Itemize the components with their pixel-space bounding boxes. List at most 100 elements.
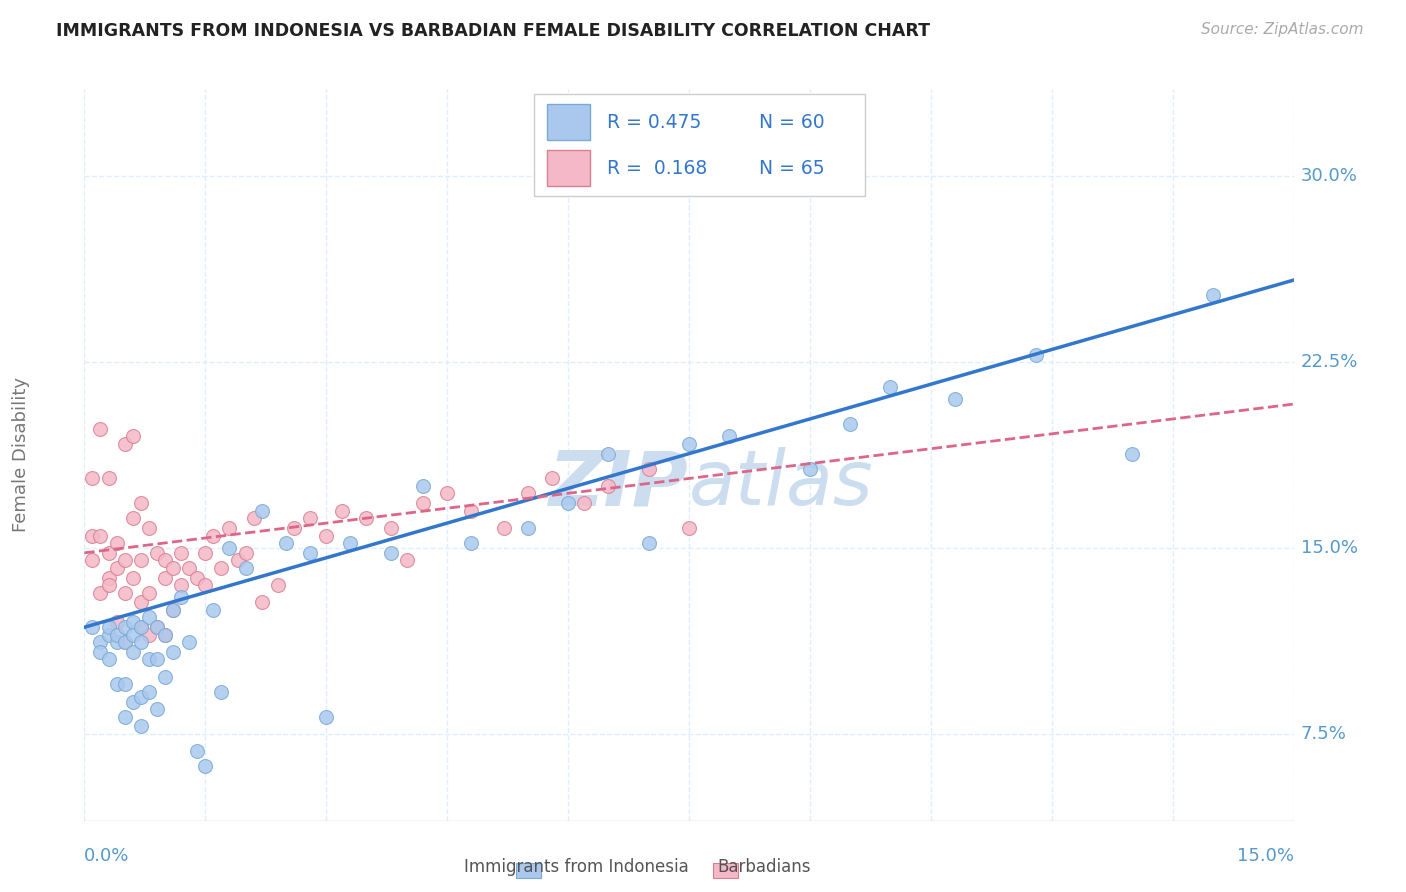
Text: 22.5%: 22.5% <box>1301 353 1358 371</box>
Point <box>114 709 136 723</box>
Point <box>541 471 564 485</box>
Point <box>129 719 152 733</box>
Point <box>380 521 402 535</box>
Point <box>138 610 160 624</box>
Text: IMMIGRANTS FROM INDONESIA VS BARBADIAN FEMALE DISABILITY CORRELATION CHART: IMMIGRANTS FROM INDONESIA VS BARBADIAN F… <box>56 22 931 40</box>
Text: 15.0%: 15.0% <box>1301 539 1358 557</box>
Point <box>162 603 184 617</box>
Bar <box>547 150 591 186</box>
Point <box>153 628 176 642</box>
Point <box>235 560 257 574</box>
Point <box>330 504 353 518</box>
Point <box>170 546 193 560</box>
Point <box>138 652 160 666</box>
Point <box>412 496 434 510</box>
Point <box>97 578 120 592</box>
Point <box>356 511 378 525</box>
Point <box>97 628 120 642</box>
Text: 30.0%: 30.0% <box>1301 167 1357 185</box>
Point <box>121 645 143 659</box>
Text: Female Disability: Female Disability <box>13 377 30 533</box>
Point <box>105 615 128 630</box>
Point <box>1025 347 1047 361</box>
Point <box>598 479 620 493</box>
Point <box>492 521 515 535</box>
Point <box>283 521 305 535</box>
Bar <box>547 104 591 140</box>
Point <box>153 670 176 684</box>
Point <box>114 635 136 649</box>
Point <box>114 635 136 649</box>
Point <box>146 702 169 716</box>
Point <box>557 496 579 510</box>
Point <box>315 528 337 542</box>
FancyBboxPatch shape <box>534 94 865 196</box>
Point <box>412 479 434 493</box>
Point <box>572 496 595 510</box>
Point <box>516 486 538 500</box>
Point <box>799 461 821 475</box>
Point <box>460 536 482 550</box>
Point <box>202 603 225 617</box>
Point <box>250 504 273 518</box>
Point <box>839 417 862 431</box>
Point <box>97 546 120 560</box>
Point <box>879 380 901 394</box>
Point <box>89 422 111 436</box>
Point <box>97 471 120 485</box>
Point <box>89 645 111 659</box>
Point <box>1121 447 1143 461</box>
Point <box>315 709 337 723</box>
Point <box>105 560 128 574</box>
Point <box>121 571 143 585</box>
Point <box>194 759 217 773</box>
Point <box>162 603 184 617</box>
Point <box>146 546 169 560</box>
Point <box>678 521 700 535</box>
Point <box>380 546 402 560</box>
Point <box>339 536 361 550</box>
Point <box>678 436 700 450</box>
Point <box>121 695 143 709</box>
Bar <box>516 863 541 879</box>
Point <box>82 620 104 634</box>
Point <box>105 635 128 649</box>
Point <box>218 541 240 555</box>
Point <box>82 553 104 567</box>
Text: Source: ZipAtlas.com: Source: ZipAtlas.com <box>1201 22 1364 37</box>
Point <box>82 528 104 542</box>
Point <box>242 511 264 525</box>
Point <box>598 447 620 461</box>
Point <box>267 578 290 592</box>
Point <box>138 585 160 599</box>
Point <box>194 578 217 592</box>
Text: 7.5%: 7.5% <box>1301 725 1347 743</box>
Point <box>129 553 152 567</box>
Point <box>129 620 152 634</box>
Text: N = 65: N = 65 <box>759 159 824 178</box>
Point <box>129 635 152 649</box>
Point <box>170 591 193 605</box>
Point <box>121 615 143 630</box>
Point <box>250 595 273 609</box>
Point <box>395 553 418 567</box>
Point <box>637 461 659 475</box>
Point <box>186 744 208 758</box>
Point <box>114 677 136 691</box>
Point <box>179 560 201 574</box>
Point <box>226 553 249 567</box>
Point <box>202 528 225 542</box>
Point <box>718 429 741 443</box>
Text: Barbadians: Barbadians <box>717 858 811 876</box>
Point <box>105 677 128 691</box>
Point <box>146 620 169 634</box>
Point <box>943 392 966 406</box>
Text: R = 0.475: R = 0.475 <box>607 113 702 132</box>
Text: R =  0.168: R = 0.168 <box>607 159 707 178</box>
Bar <box>713 863 738 879</box>
Point <box>114 620 136 634</box>
Point <box>129 496 152 510</box>
Point <box>162 560 184 574</box>
Point <box>186 571 208 585</box>
Point <box>138 628 160 642</box>
